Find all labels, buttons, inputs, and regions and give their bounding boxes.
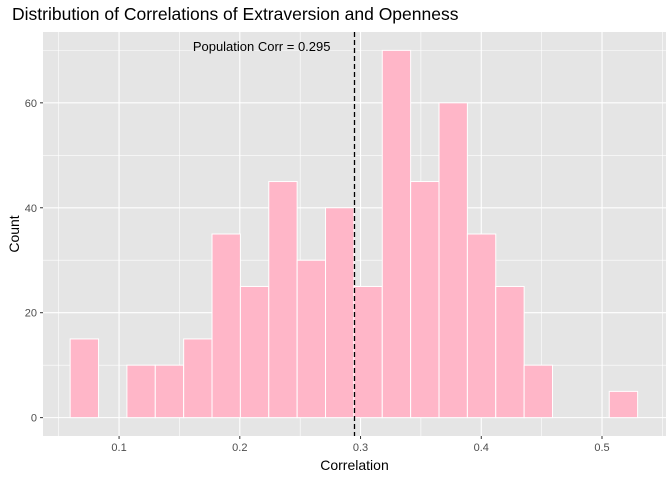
x-tick-label: 0.3 bbox=[353, 442, 368, 454]
histogram-bar bbox=[69, 338, 100, 419]
x-axis-ticks: 0.1 0.2 0.3 0.4 0.5 bbox=[111, 436, 610, 454]
x-tick-label: 0.1 bbox=[111, 442, 126, 454]
histogram-bar bbox=[325, 207, 355, 419]
histogram-bar bbox=[154, 364, 185, 419]
histogram-bar bbox=[353, 285, 383, 419]
x-tick-label: 0.5 bbox=[594, 442, 609, 454]
histogram-bars bbox=[69, 49, 639, 419]
histogram-bar bbox=[126, 364, 156, 419]
histogram-bar bbox=[211, 233, 241, 419]
histogram-bar bbox=[438, 102, 468, 419]
histogram-bar bbox=[523, 364, 554, 419]
y-axis-ticks: 0 20 40 60 bbox=[25, 98, 43, 425]
histogram-bar bbox=[410, 181, 440, 419]
x-axis-title: Correlation bbox=[320, 457, 388, 473]
y-tick-label: 20 bbox=[25, 308, 37, 320]
y-axis-title: Count bbox=[6, 215, 22, 252]
histogram-bar bbox=[608, 390, 639, 419]
x-tick-label: 0.2 bbox=[232, 442, 247, 454]
histogram-bar bbox=[381, 49, 412, 419]
chart-title: Distribution of Correlations of Extraver… bbox=[12, 4, 459, 24]
histogram-bar bbox=[183, 338, 213, 419]
y-tick-label: 0 bbox=[31, 413, 37, 425]
histogram-bar bbox=[466, 233, 497, 419]
population-corr-annotation: Population Corr = 0.295 bbox=[193, 39, 331, 54]
histogram-bar bbox=[268, 181, 298, 419]
histogram-bar bbox=[296, 259, 327, 419]
histogram-bar bbox=[239, 285, 270, 419]
x-tick-label: 0.4 bbox=[474, 442, 489, 454]
y-tick-label: 40 bbox=[25, 203, 37, 215]
histogram-bar bbox=[495, 285, 525, 419]
y-tick-label: 60 bbox=[25, 98, 37, 110]
